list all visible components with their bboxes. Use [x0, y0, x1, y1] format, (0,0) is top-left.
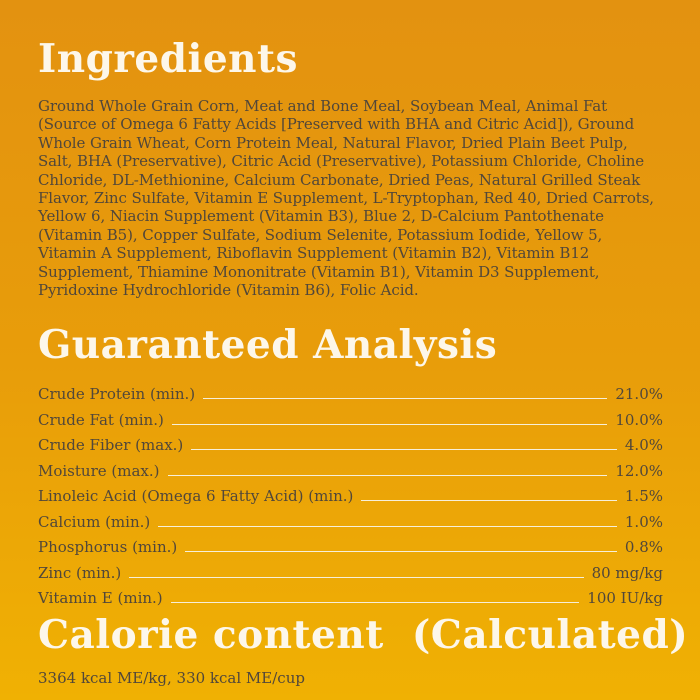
leader-line [170, 602, 580, 604]
analysis-value: 80 mg/kg [591, 563, 663, 582]
calorie-content-text: 3364 kcal ME/kg, 330 kcal ME/cup [38, 668, 305, 687]
analysis-row: Crude Fiber (max.) 4.0% [38, 433, 663, 459]
analysis-label: Moisture (max.) [38, 461, 160, 480]
analysis-row: Linoleic Acid (Omega 6 Fatty Acid) (min.… [38, 484, 663, 510]
analysis-table: Crude Protein (min.) 21.0% Crude Fat (mi… [38, 382, 663, 612]
analysis-value: 1.0% [624, 512, 663, 531]
analysis-value: 21.0% [615, 385, 663, 404]
analysis-value: 0.8% [624, 538, 663, 557]
guaranteed-analysis-title: Guaranteed Analysis [38, 322, 498, 369]
leader-line [158, 525, 617, 527]
analysis-label: Crude Fiber (max.) [38, 436, 184, 455]
analysis-row: Crude Protein (min.) 21.0% [38, 382, 663, 408]
analysis-label: Calcium (min.) [38, 512, 151, 531]
leader-line [203, 398, 608, 400]
leader-line [129, 576, 584, 578]
analysis-label: Vitamin E (min.) [38, 589, 163, 608]
analysis-value: 4.0% [624, 436, 663, 455]
analysis-label: Phosphorus (min.) [38, 538, 178, 557]
analysis-row: Moisture (max.) 12.0% [38, 459, 663, 485]
analysis-row: Crude Fat (min.) 10.0% [38, 408, 663, 434]
leader-line [185, 551, 617, 553]
leader-line [171, 423, 608, 425]
leader-line [361, 500, 617, 502]
ingredients-text: Ground Whole Grain Corn, Meat and Bone M… [38, 97, 654, 300]
analysis-label: Linoleic Acid (Omega 6 Fatty Acid) (min.… [38, 487, 354, 506]
analysis-value: 12.0% [615, 461, 663, 480]
analysis-row: Calcium (min.) 1.0% [38, 510, 663, 536]
leader-line [191, 449, 617, 451]
ingredients-title: Ingredients [38, 36, 298, 82]
analysis-value: 100 IU/kg [587, 589, 663, 608]
analysis-label: Crude Fat (min.) [38, 410, 164, 429]
analysis-row: Vitamin E (min.) 100 IU/kg [38, 586, 663, 612]
analysis-row: Phosphorus (min.) 0.8% [38, 535, 663, 561]
calorie-content-title: Calorie content (Calculated) [38, 611, 689, 658]
analysis-row: Zinc (min.) 80 mg/kg [38, 561, 663, 587]
analysis-value: 10.0% [615, 410, 663, 429]
analysis-value: 1.5% [624, 487, 663, 506]
analysis-label: Crude Protein (min.) [38, 385, 196, 404]
leader-line [167, 474, 608, 476]
analysis-label: Zinc (min.) [38, 563, 122, 582]
